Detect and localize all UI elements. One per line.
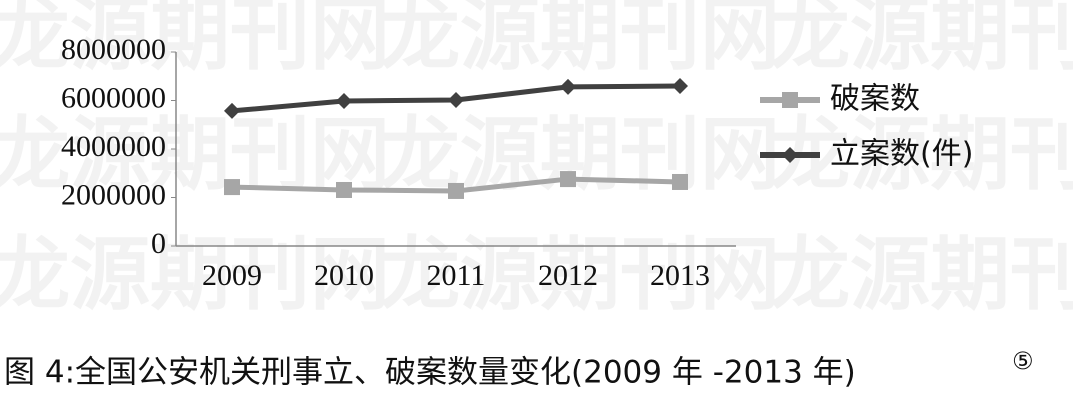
marker — [448, 182, 464, 199]
marker — [336, 181, 352, 198]
marker — [448, 92, 464, 109]
marker — [672, 77, 688, 94]
y-tick-label: 2000000 — [61, 178, 166, 211]
x-tick-label: 2010 — [314, 259, 374, 292]
watermark: 龙源期刊网 — [380, 108, 780, 201]
legend-label: 破案数 — [830, 82, 920, 117]
watermark: 龙源期刊网 — [380, 0, 780, 81]
watermark: 龙源期刊网 — [770, 108, 1073, 201]
watermark: 龙源期刊网 — [380, 228, 780, 321]
marker — [782, 147, 798, 163]
legend-label: 立案数(件) — [830, 137, 973, 172]
marker — [782, 92, 798, 108]
y-tick-label: 4000000 — [61, 130, 166, 163]
y-tick-label: 6000000 — [61, 81, 166, 114]
watermark: 龙源期刊网 — [0, 0, 390, 81]
marker — [224, 179, 240, 196]
watermark: 龙源期刊网 — [0, 108, 390, 201]
x-tick-label: 2013 — [650, 259, 710, 292]
y-tick-label: 8000000 — [61, 33, 166, 66]
caption: 图 4:全国公安机关刑事立、破案数量变化(2009 年 -2013 年) — [4, 355, 856, 391]
watermark-layer: 龙源期刊网龙源期刊网龙源期刊网龙源期刊网龙源期刊网龙源期刊网龙源期刊网龙源期刊网… — [0, 0, 1073, 321]
x-tick-label: 2012 — [538, 259, 598, 292]
watermark: 龙源期刊网 — [770, 228, 1073, 321]
marker — [560, 78, 576, 95]
marker — [672, 173, 688, 190]
marker — [224, 102, 240, 119]
watermark: 龙源期刊网 — [0, 228, 390, 321]
x-tick-label: 2011 — [427, 259, 486, 292]
caption-note: ⑤ — [1012, 347, 1034, 375]
marker — [336, 92, 352, 109]
x-tick-label: 2009 — [202, 259, 262, 292]
y-tick-label: 0 — [151, 227, 166, 260]
watermark: 龙源期刊网 — [770, 0, 1073, 81]
marker — [560, 171, 576, 188]
